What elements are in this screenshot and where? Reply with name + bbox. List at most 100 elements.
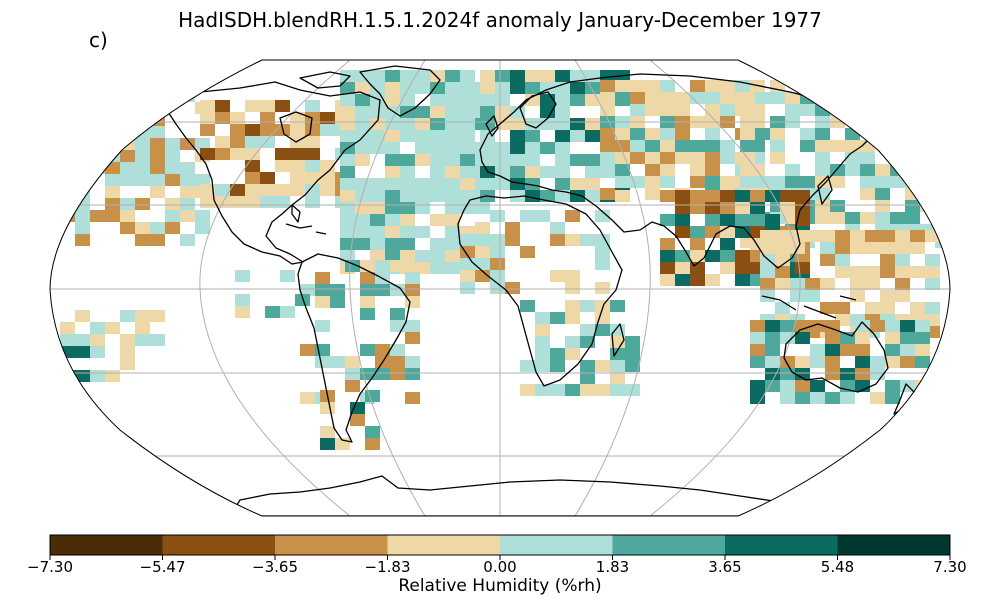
anomaly-cell <box>720 80 735 92</box>
anomaly-cell <box>505 282 520 294</box>
anomaly-cell <box>905 152 920 164</box>
anomaly-cell <box>895 266 910 278</box>
anomaly-cell <box>540 106 555 118</box>
anomaly-cell <box>805 290 820 302</box>
anomaly-cell <box>885 344 900 356</box>
anomaly-cell <box>320 124 335 136</box>
anomaly-cell <box>830 176 845 188</box>
anomaly-cell <box>445 130 460 142</box>
anomaly-cell <box>595 384 610 396</box>
anomaly-cell <box>920 116 935 128</box>
anomaly-cell <box>180 186 195 198</box>
anomaly-cell <box>770 176 785 188</box>
anomaly-cell <box>705 190 720 202</box>
anomaly-cell <box>920 176 935 188</box>
anomaly-cell <box>230 136 245 148</box>
anomaly-cell <box>445 82 460 94</box>
anomaly-cell <box>120 358 135 370</box>
anomaly-cell <box>150 162 165 174</box>
coast-hudson-bay <box>279 111 313 143</box>
anomaly-cell <box>120 222 135 234</box>
anomaly-cell <box>935 104 950 116</box>
anomaly-cell <box>895 278 910 290</box>
anomaly-cell <box>600 104 615 116</box>
anomaly-cell <box>660 92 675 104</box>
anomaly-cell <box>875 116 890 128</box>
anomaly-cell <box>570 178 585 190</box>
anomaly-cell <box>445 118 460 130</box>
anomaly-cell <box>570 94 585 106</box>
anomaly-cell <box>645 188 660 200</box>
anomaly-cell <box>495 178 510 190</box>
anomaly-cell <box>375 344 390 356</box>
anomaly-cell <box>865 266 880 278</box>
anomaly-cell <box>165 162 180 174</box>
anomaly-cell <box>565 234 580 246</box>
anomaly-cell <box>490 210 505 222</box>
anomaly-cell <box>355 202 370 214</box>
anomaly-cell <box>430 262 445 274</box>
anomaly-cell <box>705 80 720 92</box>
anomaly-cell <box>910 230 925 242</box>
anomaly-cell <box>630 92 645 104</box>
anomaly-cell <box>275 148 290 160</box>
anomaly-cell <box>675 152 690 164</box>
anomaly-cell <box>810 320 825 332</box>
anomaly-cell <box>445 142 460 154</box>
anomaly-cell <box>405 284 420 296</box>
anomaly-cell <box>910 242 925 254</box>
anomaly-cell <box>390 344 405 356</box>
anomaly-cell <box>490 246 505 258</box>
anomaly-cell <box>275 160 290 172</box>
anomaly-cell <box>805 278 820 290</box>
anomaly-cell <box>180 174 195 186</box>
anomaly-cell <box>520 246 535 258</box>
anomaly-cell <box>150 126 165 138</box>
anomaly-cell <box>570 154 585 166</box>
anomaly-cell <box>260 100 275 112</box>
coast-south-america <box>297 253 411 443</box>
anomaly-cell <box>820 242 835 254</box>
anomaly-cell <box>315 272 330 284</box>
anomaly-cell <box>925 254 940 266</box>
anomaly-cell <box>895 242 910 254</box>
anomaly-cell <box>865 230 880 242</box>
anomaly-cell <box>585 190 600 202</box>
anomaly-cell <box>405 392 420 404</box>
anomaly-cell <box>770 152 785 164</box>
anomaly-cell <box>580 360 595 372</box>
anomaly-cell <box>920 164 935 176</box>
anomaly-cell <box>275 196 290 208</box>
anomaly-cell <box>370 106 385 118</box>
anomaly-cell <box>390 356 405 368</box>
anomaly-cell <box>60 114 75 126</box>
anomaly-cell <box>340 130 355 142</box>
anomaly-cell <box>135 90 150 102</box>
anomaly-cell <box>750 202 765 214</box>
anomaly-cell <box>360 272 375 284</box>
anomaly-cell <box>415 190 430 202</box>
anomaly-cell <box>585 154 600 166</box>
anomaly-cell <box>550 234 565 246</box>
anomaly-cell <box>815 104 830 116</box>
anomaly-cell <box>520 360 535 372</box>
anomaly-cell <box>375 368 390 380</box>
anomaly-cell <box>830 92 845 104</box>
anomaly-cell <box>585 166 600 178</box>
anomaly-cell <box>200 184 215 196</box>
anomaly-cell <box>580 384 595 396</box>
anomaly-cell <box>365 390 380 402</box>
anomaly-cell <box>935 164 950 176</box>
anomaly-cell <box>120 162 135 174</box>
anomaly-cell <box>785 92 800 104</box>
anomaly-cell <box>875 128 890 140</box>
anomaly-cell <box>565 336 580 348</box>
anomaly-cell <box>705 128 720 140</box>
anomaly-cell <box>660 104 675 116</box>
anomaly-cell <box>875 164 890 176</box>
anomaly-cell <box>690 80 705 92</box>
anomaly-cell <box>340 202 355 214</box>
anomaly-cell <box>330 296 345 308</box>
anomaly-cell <box>595 324 610 336</box>
anomaly-cell <box>400 166 415 178</box>
